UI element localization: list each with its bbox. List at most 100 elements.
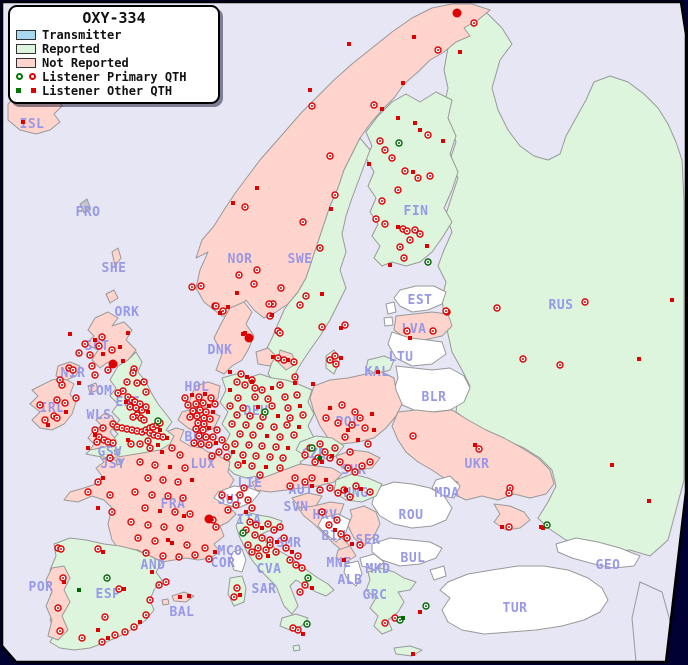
- legend-label: Listener Other QTH: [42, 83, 173, 98]
- listener-other-qth-marker: [413, 121, 417, 125]
- legend-label: Reported: [42, 41, 100, 56]
- listener-other-qth-marker: [86, 446, 90, 450]
- listener-other-qth-marker: [226, 305, 230, 309]
- country-label-cva: CVA: [257, 562, 282, 577]
- country-label-blr: BLR: [422, 390, 447, 405]
- listener-other-qth-marker: [610, 463, 614, 467]
- listener-other-qth-marker: [187, 594, 191, 598]
- listener-other-qth-marker: [324, 478, 328, 482]
- listener-other-qth-marker: [380, 107, 384, 111]
- listener-other-qth-marker: [68, 332, 72, 336]
- listener-other-qth-marker: [270, 386, 274, 390]
- country-ser: [347, 505, 381, 547]
- listener-other-qth-marker: [121, 359, 125, 363]
- listener-other-qth-marker: [168, 465, 172, 469]
- country-label-isl: ISL: [20, 117, 45, 132]
- country-mne: [335, 545, 357, 563]
- listener-other-qth-marker: [165, 436, 169, 440]
- country-label-nor: NOR: [228, 252, 253, 267]
- country-rou: [371, 481, 453, 529]
- primary-qth-icons: [16, 73, 36, 80]
- legend-row-not-reported: Not Reported: [16, 56, 212, 69]
- islands-orkney: [105, 289, 119, 304]
- country-label-svn: SVN: [284, 500, 309, 515]
- listener-other-qth-marker: [359, 487, 363, 491]
- listener-other-qth-marker: [122, 587, 126, 591]
- listener-other-qth-marker: [286, 358, 290, 362]
- caspian-sea: [631, 581, 673, 662]
- listener-other-qth-marker: [342, 558, 346, 562]
- listener-other-qth-marker: [311, 382, 315, 386]
- listener-other-qth-marker: [182, 514, 186, 518]
- listener-other-qth-marker: [250, 380, 254, 384]
- islands-shetland: [111, 247, 122, 267]
- country-label-tur: TUR: [503, 601, 528, 616]
- listener-other-qth-marker: [101, 476, 105, 480]
- listener-other-qth-marker: [101, 550, 105, 554]
- listener-other-qth-marker: [473, 443, 477, 447]
- listener-other-qth-marker: [388, 263, 392, 267]
- island-malta: [292, 644, 301, 652]
- country-label-sar: SAR: [252, 582, 277, 597]
- listener-other-qth-marker: [138, 620, 142, 624]
- listener-other-qth-marker: [372, 428, 376, 432]
- listener-other-qth-marker: [64, 410, 68, 414]
- country-label-hol: HOL: [185, 380, 210, 395]
- listener-other-qth-marker: [339, 356, 343, 360]
- listener-other-qth-marker: [670, 298, 674, 302]
- listener-other-qth-marker: [396, 225, 400, 229]
- listener-other-qth-marker: [101, 352, 105, 356]
- listener-other-qth-marker: [231, 201, 235, 205]
- listener-other-qth-marker: [207, 404, 211, 408]
- listener-other-qth-marker: [207, 426, 211, 430]
- listener-other-qth-marker: [213, 550, 217, 554]
- listener-other-qth-marker: [228, 388, 232, 392]
- country-label-esp: ESP: [96, 587, 121, 602]
- listener-other-qth-marker: [308, 88, 312, 92]
- legend-label: Transmitter: [42, 27, 122, 42]
- listener-other-qth-marker: [214, 441, 218, 445]
- listener-other-qth-marker: [339, 326, 343, 330]
- country-label-jsy: JSY: [101, 457, 126, 472]
- listener-other-qth-marker: [93, 338, 97, 342]
- map-title: OXY-334: [82, 9, 146, 27]
- country-label-fin: FIN: [404, 204, 429, 219]
- listener-other-qth-marker: [539, 525, 543, 529]
- listener-other-qth-marker: [77, 381, 81, 385]
- listener-other-qth-marker: [320, 292, 324, 296]
- listener-other-qth-marker: [275, 540, 279, 544]
- country-label-ltu: LTU: [389, 350, 414, 365]
- listener-other-qth-marker: [256, 405, 260, 409]
- listener-other-qth-marker: [401, 81, 405, 85]
- island-iom: [87, 382, 99, 394]
- listener-other-qth-marker: [228, 370, 232, 374]
- listener-other-qth-marker: [126, 331, 130, 335]
- country-label-est: EST: [408, 293, 433, 308]
- listener-other-qth-marker: [408, 336, 412, 340]
- listener-other-qth-marker: [260, 526, 264, 530]
- country-est: [393, 285, 447, 313]
- island-sicily: [279, 613, 309, 631]
- country-label-ork: ORK: [115, 305, 140, 320]
- listener-other-qth-marker: [244, 510, 248, 514]
- listener-other-qth-marker: [241, 332, 245, 336]
- country-label-bal: BAL: [170, 605, 195, 620]
- country-label-she: SHE: [102, 261, 127, 276]
- listener-cluster-marker: [108, 359, 118, 369]
- country-label-rou: ROU: [399, 508, 424, 523]
- country-kal: [365, 355, 395, 375]
- listener-other-qth-marker: [350, 542, 354, 546]
- legend-row-primary-qth: Listener Primary QTH: [16, 70, 212, 83]
- country-label-swe: SWE: [288, 252, 313, 267]
- listener-other-qth-marker: [124, 400, 128, 404]
- listener-other-qth-marker: [320, 460, 324, 464]
- country-label-wls: WLS: [87, 408, 112, 423]
- listener-other-qth-marker: [310, 586, 314, 590]
- listener-other-qth-marker: [346, 428, 350, 432]
- green-circle-icon: [16, 73, 23, 80]
- country-mkd: [359, 553, 385, 571]
- listener-other-qth-marker: [203, 392, 207, 396]
- country-por: [45, 565, 71, 641]
- listener-other-qth-marker: [245, 375, 249, 379]
